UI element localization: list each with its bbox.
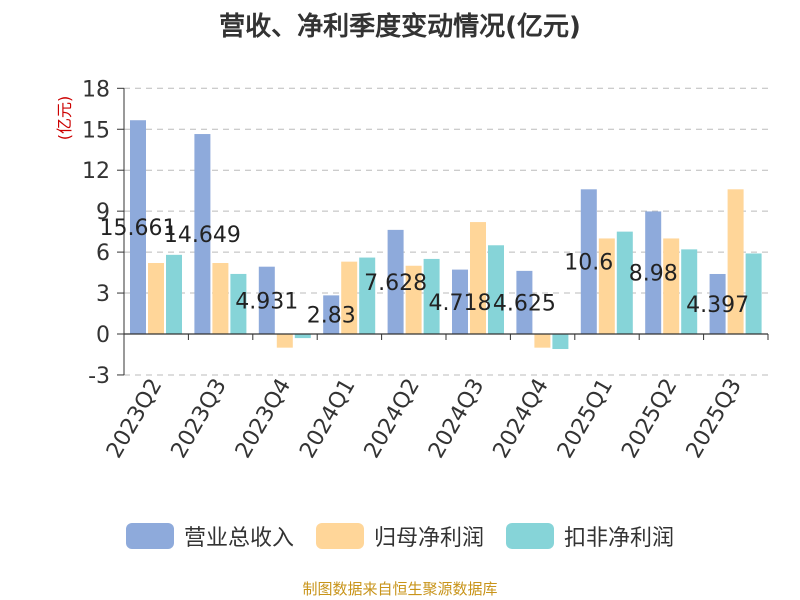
bars xyxy=(130,120,762,350)
legend-label-net-profit: 归母净利润 xyxy=(373,526,484,551)
bar-2-2024Q3 xyxy=(488,245,504,334)
bar-0-2023Q4 xyxy=(258,266,275,334)
legend-item-net-profit[interactable]: 归母净利润 xyxy=(315,520,484,552)
bar-0-2024Q1 xyxy=(323,295,340,334)
y-tick-label: 9 xyxy=(96,200,110,225)
legend-label-deducted-profit: 扣非净利润 xyxy=(564,526,675,551)
bar-1-2023Q2 xyxy=(148,263,164,334)
bar-0-2025Q1 xyxy=(580,189,597,334)
legend-swatch-revenue xyxy=(125,523,174,549)
bar-0-2025Q3 xyxy=(709,273,726,334)
x-tick-label: 2024Q4 xyxy=(488,375,553,463)
bar-2-2025Q3 xyxy=(745,253,762,334)
y-axis-label: (亿元) xyxy=(55,96,74,141)
bar-2-2025Q2 xyxy=(681,249,698,334)
y-tick-label: 18 xyxy=(82,77,110,102)
y-tick-label: -3 xyxy=(88,364,110,389)
y-tick-label: 15 xyxy=(82,118,110,143)
bar-0-2025Q2 xyxy=(645,211,662,334)
data-label: 4.931 xyxy=(235,289,298,314)
y-tick-label: 0 xyxy=(96,323,110,348)
bar-0-2024Q2 xyxy=(387,229,404,334)
bar-1-2025Q2 xyxy=(663,238,680,334)
bar-2-2023Q3 xyxy=(230,273,247,334)
grid-lines xyxy=(124,87,768,376)
bar-1-2024Q2 xyxy=(405,265,422,334)
y-tick-label: 12 xyxy=(82,159,110,184)
bar-2-2025Q1 xyxy=(616,231,633,334)
data-label: 4.397 xyxy=(686,293,749,318)
bar-2-2024Q4 xyxy=(552,334,569,350)
x-tick-label: 2023Q2 xyxy=(102,375,167,463)
bar-1-2024Q4 xyxy=(534,334,551,348)
legend-label-revenue: 营业总收入 xyxy=(183,526,294,551)
bar-2-2024Q1 xyxy=(359,257,376,334)
bar-2-2024Q2 xyxy=(423,258,440,334)
data-label: 7.628 xyxy=(364,271,427,296)
x-tick-label: 2024Q2 xyxy=(360,375,425,463)
legend-item-revenue[interactable]: 营业总收入 xyxy=(125,520,294,552)
data-label: 8.98 xyxy=(629,262,678,287)
x-tick-label: 2023Q4 xyxy=(231,375,296,463)
data-label: 4.718 xyxy=(429,291,492,316)
data-label: 2.83 xyxy=(307,304,356,329)
y-tick-label: 6 xyxy=(96,241,110,266)
bar-1-2025Q1 xyxy=(598,238,615,334)
bar-2-2023Q2 xyxy=(166,254,182,334)
bar-1-2025Q3 xyxy=(727,189,744,334)
data-source-note: 制图数据来自恒生聚源数据库 xyxy=(302,580,498,598)
data-label: 14.649 xyxy=(164,223,241,248)
bar-1-2023Q4 xyxy=(276,334,293,348)
bar-0-2023Q2 xyxy=(130,120,146,334)
x-tick-label: 2023Q3 xyxy=(166,375,231,463)
bar-1-2024Q3 xyxy=(470,222,486,334)
x-tick-label: 2025Q1 xyxy=(553,375,618,463)
legend-swatch-deducted-profit xyxy=(506,523,554,549)
y-tick-label: 3 xyxy=(96,282,110,307)
bar-2-2023Q4 xyxy=(294,334,311,339)
x-tick-label: 2024Q3 xyxy=(424,375,489,463)
data-label: 4.625 xyxy=(493,291,556,316)
bar-0-2024Q4 xyxy=(516,270,533,334)
bar-0-2023Q3 xyxy=(194,134,211,334)
legend: 营业总收入 归母净利润 扣非净利润 xyxy=(0,520,800,552)
data-label: 15.661 xyxy=(100,216,177,241)
axes xyxy=(117,87,769,376)
bar-1-2024Q1 xyxy=(341,261,358,334)
bar-0-2024Q3 xyxy=(452,269,468,334)
chart-title: 营收、净利季度变动情况(亿元) xyxy=(219,12,581,42)
legend-item-deducted-profit[interactable]: 扣非净利润 xyxy=(506,520,674,552)
data-label: 10.6 xyxy=(564,251,613,276)
x-tick-label: 2025Q3 xyxy=(682,375,747,463)
x-tick-label: 2025Q2 xyxy=(617,375,682,463)
legend-swatch-net-profit xyxy=(315,523,364,549)
bar-1-2023Q3 xyxy=(212,263,229,334)
x-tick-label: 2024Q1 xyxy=(295,375,360,463)
